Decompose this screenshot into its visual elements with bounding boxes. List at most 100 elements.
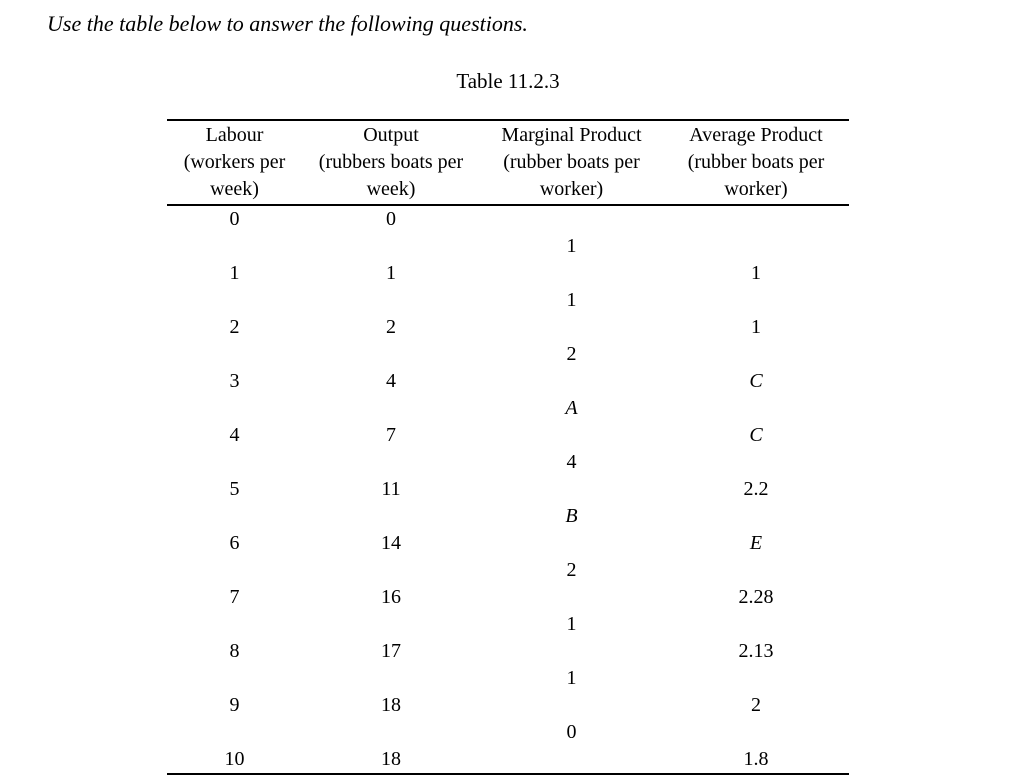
cell-labour	[167, 233, 302, 260]
instruction-text: Use the table below to answer the follow…	[47, 11, 528, 36]
cell-average: 2.2	[743, 478, 769, 500]
column-header-line: Labour	[205, 124, 264, 146]
cell-labour	[167, 287, 302, 314]
column-header-line: (workers per	[183, 151, 286, 173]
table-row-marginal: A	[167, 395, 849, 422]
cell-marginal: 1	[566, 667, 577, 689]
table-row: 4 7 C	[167, 422, 849, 449]
cell-average: 2.28	[738, 586, 774, 608]
cell-average	[663, 719, 849, 746]
column-header-3: Marginal Product (rubber boats per worker)	[480, 120, 663, 206]
cell-marginal: A	[565, 397, 578, 419]
cell-output	[302, 233, 480, 260]
table-header-row: Labour (workers per week) Output (rubbers bo…	[167, 120, 849, 206]
cell-labour	[167, 665, 302, 692]
cell-average	[663, 205, 849, 233]
column-header-line: (rubber boats per	[687, 151, 825, 173]
column-header-line: (rubbers boats per	[318, 151, 464, 173]
cell-marginal: 1	[566, 289, 577, 311]
cell-marginal: 2	[566, 343, 577, 365]
cell-output: 2	[386, 316, 396, 338]
column-header-line: worker)	[539, 178, 604, 200]
table-row-marginal: 2	[167, 341, 849, 368]
cell-average: 1.8	[743, 748, 769, 770]
table-row: 1 1 1	[167, 260, 849, 287]
cell-output	[302, 719, 480, 746]
cell-marginal: B	[565, 505, 578, 527]
cell-average	[663, 341, 849, 368]
table-row-marginal: 4	[167, 449, 849, 476]
table-row-marginal: 2	[167, 557, 849, 584]
cell-average	[663, 503, 849, 530]
cell-output	[302, 287, 480, 314]
cell-marginal: 0	[566, 721, 577, 743]
cell-labour	[167, 719, 302, 746]
cell-labour: 8	[229, 640, 240, 662]
cell-output	[302, 503, 480, 530]
table-row-marginal: 0	[167, 719, 849, 746]
cell-output: 16	[381, 586, 401, 608]
cell-average: 2	[751, 694, 761, 716]
cell-marginal	[480, 368, 663, 395]
cell-marginal: 4	[566, 451, 577, 473]
cell-marginal: 1	[566, 613, 577, 635]
cell-output	[302, 611, 480, 638]
cell-average: C	[749, 424, 763, 446]
cell-marginal	[480, 205, 663, 233]
cell-marginal	[480, 314, 663, 341]
column-header-line: worker)	[724, 178, 788, 200]
cell-average	[663, 449, 849, 476]
cell-marginal	[480, 584, 663, 611]
cell-labour	[167, 449, 302, 476]
cell-average: C	[749, 370, 763, 392]
column-header-line: Output	[363, 124, 419, 146]
cell-labour: 10	[224, 748, 245, 770]
production-table: Labour (workers per week) Output (rubbers bo…	[167, 119, 849, 775]
cell-labour: 2	[229, 316, 240, 338]
cell-marginal: 1	[566, 235, 577, 257]
table-title: Table 11.2.3	[456, 69, 560, 93]
cell-labour	[167, 611, 302, 638]
cell-average	[663, 287, 849, 314]
column-header-2: Output (rubbers boats per week)	[302, 120, 480, 206]
cell-average: 2.13	[738, 640, 774, 662]
column-header-line: Marginal Product	[501, 124, 642, 146]
cell-average	[663, 665, 849, 692]
cell-average	[663, 557, 849, 584]
table-row: 6 14 E	[167, 530, 849, 557]
cell-output: 7	[386, 424, 396, 446]
table-row-marginal: B	[167, 503, 849, 530]
cell-output	[302, 665, 480, 692]
cell-labour: 4	[229, 424, 240, 446]
table-header: Labour (workers per week) Output (rubbers bo…	[167, 120, 849, 206]
cell-output: 14	[381, 532, 401, 554]
cell-labour	[167, 503, 302, 530]
column-header-4: Average Product (rubber boats per worker)	[663, 120, 849, 206]
column-header-line: (rubber boats per	[503, 151, 640, 173]
table-row: 7 16 2.28	[167, 584, 849, 611]
table-row: 3 4 C	[167, 368, 849, 395]
cell-labour	[167, 341, 302, 368]
cell-output: 11	[381, 478, 401, 500]
cell-labour: 0	[229, 208, 240, 230]
cell-labour	[167, 557, 302, 584]
cell-marginal	[480, 422, 663, 449]
table-row: 9 18 2	[167, 692, 849, 719]
table-row-marginal: 1	[167, 287, 849, 314]
table-row-marginal: 1	[167, 233, 849, 260]
cell-output: 1	[386, 262, 396, 284]
column-header-line: week)	[366, 178, 416, 200]
cell-marginal	[480, 476, 663, 503]
cell-average: 1	[751, 262, 761, 284]
cell-labour: 1	[229, 262, 240, 284]
cell-labour: 3	[229, 370, 240, 392]
cell-average	[663, 611, 849, 638]
cell-marginal	[480, 260, 663, 287]
cell-average	[663, 233, 849, 260]
cell-output: 0	[386, 208, 396, 230]
table-body: 0 0 1 1 1 1 1 2 2 1 2 3 4 C A 4 7 C 4 5 11 2.2 B 6 14 E 2 7 16 2.28 1 8…	[167, 205, 849, 774]
cell-output	[302, 449, 480, 476]
column-header-line: Average Product	[689, 124, 823, 146]
